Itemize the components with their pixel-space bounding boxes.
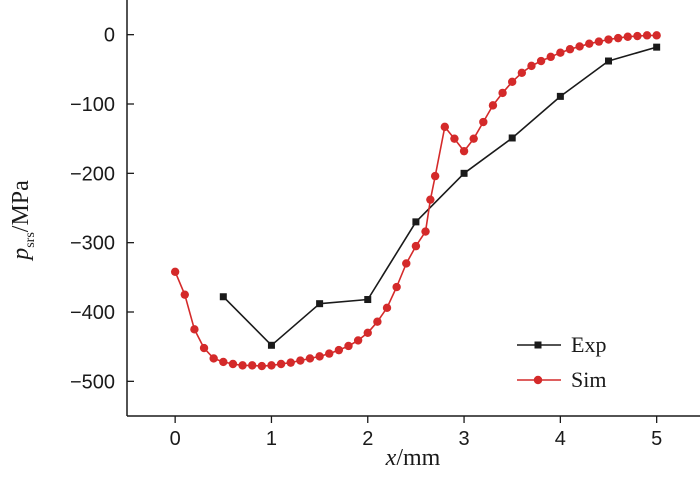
y-axis-label: psrs/MPa (8, 180, 38, 262)
series-exp-point (316, 300, 324, 308)
series-exp-point (508, 134, 516, 142)
x-axis-label: x/mm (385, 445, 441, 471)
x-tick-label: 2 (362, 428, 373, 450)
series-sim-point (199, 343, 209, 353)
series-sim-point (170, 267, 180, 276)
series-sim-point (267, 361, 276, 370)
series-sim-point (305, 354, 315, 363)
series-sim-point (488, 101, 498, 110)
series-sim-point (209, 354, 218, 363)
y-tick-label: −500 (70, 371, 115, 393)
series-sim-point (180, 290, 189, 299)
legend-exp-marker (534, 341, 542, 349)
y-ticks: 0 −100 −200 −300 −400 −500 (70, 25, 134, 393)
series-exp-point (219, 293, 227, 301)
series-exp-point (412, 218, 420, 226)
series-exp-point (556, 92, 564, 100)
series-sim-point (344, 341, 353, 351)
series-exp-point (267, 341, 275, 349)
series-sim-point (623, 32, 632, 41)
series-sim-point (642, 31, 652, 40)
x-tick-label: 1 (266, 428, 277, 450)
series-sim-point (440, 122, 449, 132)
x-axis-label-unit: /mm (396, 445, 440, 471)
series-exp-line (222, 46, 657, 347)
series-sim-point (604, 35, 613, 44)
series-sim-point (257, 361, 267, 371)
series-sim-point (536, 56, 546, 66)
series-sim-point (450, 134, 459, 143)
series-sim-point (517, 68, 527, 78)
y-axis-label-subscript: srs (23, 232, 38, 248)
series-sim-point (633, 31, 642, 41)
series-sim-point (247, 361, 257, 370)
x-tick-label: 3 (458, 428, 469, 450)
series-sim-point (527, 61, 536, 71)
series-sim-point (430, 171, 440, 181)
series-sim-point (228, 359, 238, 369)
series-sim-point (325, 349, 334, 358)
plot-frame (126, 0, 700, 417)
series-sim-point (276, 359, 286, 369)
y-axis-label-var: p (8, 248, 34, 262)
series-sim-point (546, 52, 555, 62)
x-tick-label: 5 (651, 428, 662, 450)
legend-entry-exp: Exp (517, 332, 606, 357)
legend-exp-label: Exp (571, 332, 606, 357)
series-sim-point (392, 282, 401, 292)
series-sim-point (508, 77, 517, 87)
y-tick-label: −300 (70, 233, 115, 255)
series-sim-point (315, 352, 324, 361)
series-exp-point (653, 43, 661, 51)
series-sim-point (353, 336, 363, 345)
series-sim-point (613, 33, 623, 43)
series-sim-point (402, 259, 411, 268)
series-sim-point (219, 357, 228, 367)
series-sim-point (575, 42, 584, 51)
y-tick-label: −100 (70, 94, 115, 116)
series-exp-point (605, 57, 613, 65)
series-sim-point (286, 358, 295, 367)
series-sim-point (565, 45, 575, 54)
series-sim-line (174, 34, 657, 367)
series-sim-point (363, 328, 372, 337)
series-sim-point (652, 31, 661, 40)
x-tick-label: 4 (555, 428, 566, 450)
legend-sim-marker (533, 375, 543, 385)
series-sim-point (334, 345, 344, 355)
series-sim-point (190, 325, 199, 334)
x-tick-label: 0 (170, 428, 181, 450)
legend: Exp Sim (517, 332, 606, 392)
series-sim-point (238, 361, 247, 370)
legend-entry-sim: Sim (517, 367, 606, 392)
series-sim-point (469, 134, 478, 143)
series-sim-point (594, 37, 604, 46)
series-sim-point (585, 39, 594, 48)
series-sim-point (498, 88, 507, 98)
series-sim-point (382, 303, 392, 313)
legend-sim-label: Sim (571, 367, 606, 392)
y-tick-label: 0 (104, 25, 115, 47)
series-sim-point (296, 356, 305, 365)
series-layer (170, 31, 661, 371)
series-exp-point (364, 296, 372, 304)
y-tick-label: −200 (70, 163, 115, 185)
x-axis-label-var: x (385, 445, 397, 471)
y-axis-label-unit: /MPa (8, 180, 34, 232)
series-sim-point (479, 117, 488, 127)
series-sim-point (373, 317, 382, 326)
series-exp-point (460, 169, 468, 177)
series-sim-point (426, 195, 435, 204)
series-sim-point (459, 146, 469, 156)
x-ticks: 0 1 2 3 4 5 (170, 416, 662, 450)
series-sim-point (556, 48, 565, 57)
series-sim-point (421, 227, 430, 236)
y-tick-label: −400 (70, 302, 115, 324)
series-sim-point (411, 241, 421, 251)
